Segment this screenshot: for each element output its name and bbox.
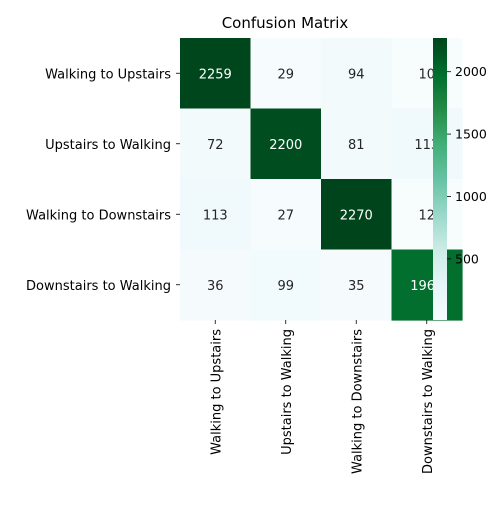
chart-title: Confusion Matrix [222, 14, 349, 32]
heatmap-cell [180, 38, 252, 110]
heatmap-cell [250, 179, 322, 251]
heatmap-cell [180, 108, 252, 180]
x-axis: Walking to Upstairs Upstairs to Walking Wa… [209, 320, 436, 474]
x-tick-label: Downstairs to Walking [421, 329, 436, 474]
heatmap-cell [391, 38, 463, 110]
x-tick-label: Walking to Downstairs [350, 329, 365, 474]
cell-value-label: 27 [277, 208, 294, 223]
colorbar-tick-label: 2000 [455, 64, 487, 79]
cell-value-label: 113 [203, 208, 228, 223]
cell-value-label: 113 [414, 138, 439, 153]
colorbar: 500 1000 1500 2000 [433, 38, 487, 320]
x-tick-label: Upstairs to Walking [280, 329, 295, 455]
cell-value-label: 81 [348, 138, 365, 153]
cell-value-label: 94 [348, 67, 365, 82]
y-tick-label: Walking to Upstairs [45, 67, 171, 82]
cell-value-label: 99 [277, 279, 294, 294]
heatmap-cell [321, 249, 393, 321]
heatmap-cell [321, 108, 393, 180]
cell-value-label: 35 [348, 279, 365, 294]
cell-value-label: 29 [277, 67, 294, 82]
heatmap-cell [391, 249, 463, 321]
cell-value-label: 36 [207, 279, 224, 294]
y-axis: Walking to Upstairs Upstairs to Walking Wa… [26, 67, 180, 294]
heatmap-cells [180, 38, 463, 321]
heatmap-cell [180, 179, 252, 251]
colorbar-tick-label: 1000 [455, 189, 487, 204]
cell-value-label: 2270 [340, 208, 373, 223]
heatmap-cell [391, 179, 463, 251]
cell-value-label: 2200 [269, 138, 302, 153]
heatmap-cell [250, 38, 322, 110]
y-tick-label: Walking to Downstairs [26, 208, 171, 223]
heatmap-cell [250, 108, 322, 180]
colorbar-tick-label: 1500 [455, 127, 487, 142]
heatmap-cell [180, 249, 252, 321]
heatmap-cell [250, 249, 322, 321]
colorbar-tick-label: 500 [455, 251, 479, 266]
colorbar-gradient [433, 38, 447, 320]
heatmap-cell [321, 179, 393, 251]
cell-value-label: 12 [418, 208, 435, 223]
cell-value-label: 2259 [199, 67, 232, 82]
heatmap-cell [321, 38, 393, 110]
x-tick-label: Walking to Upstairs [209, 329, 224, 455]
heatmap-cell [391, 108, 463, 180]
y-tick-label: Downstairs to Walking [26, 279, 171, 294]
cell-value-label: 10 [418, 67, 435, 82]
cell-value-label: 72 [207, 138, 224, 153]
y-tick-label: Upstairs to Walking [45, 138, 171, 153]
